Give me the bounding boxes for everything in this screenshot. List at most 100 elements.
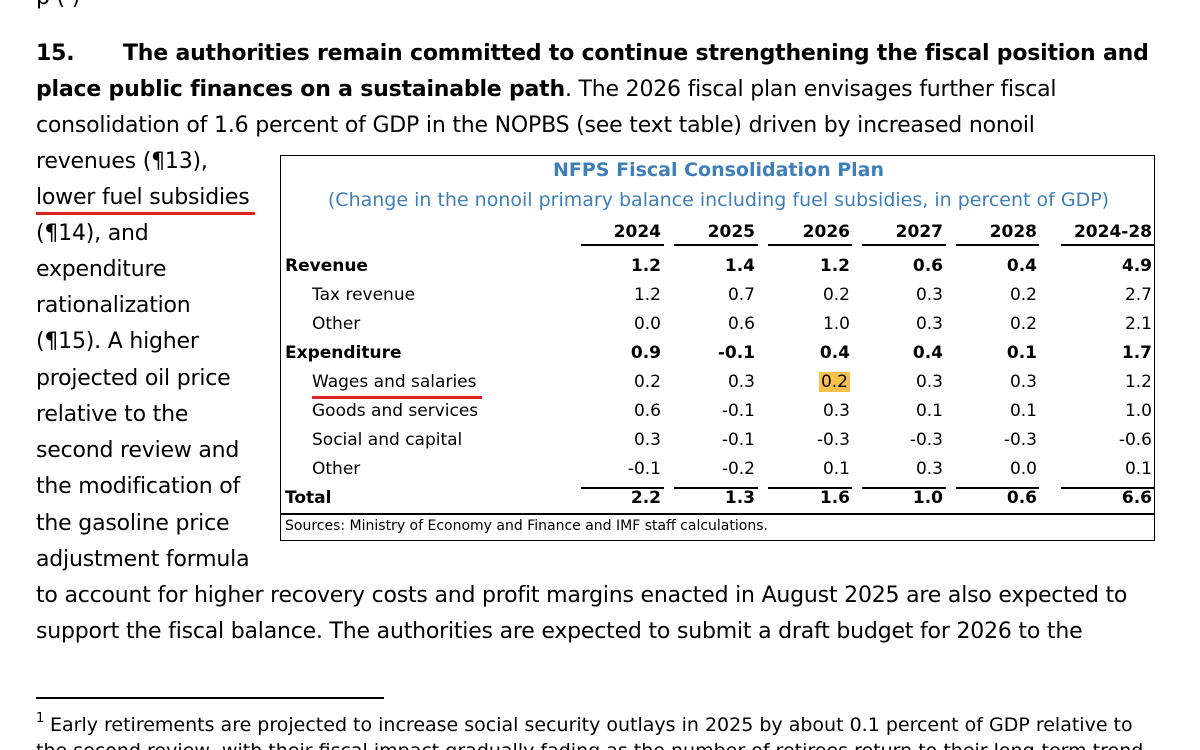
cell-value: 0.3 (822, 401, 850, 421)
wrapped-line: second review and (36, 438, 240, 463)
column-header: 2028 (989, 222, 1037, 242)
cell-value: 1.6 (819, 488, 850, 508)
table-cell: 1.0 (1125, 401, 1152, 421)
cell-value: 1.2 (1124, 372, 1152, 392)
paragraph-line-after-table-2: support the fiscal balance. The authorit… (36, 619, 1083, 644)
table-cell: 0.3 (728, 372, 755, 392)
cell-value: 0.9 (630, 343, 661, 363)
cell-value: -0.2 (721, 459, 755, 479)
table-title: NFPS Fiscal Consolidation Plan (552, 159, 885, 181)
table-cell: -0.1 (722, 401, 755, 421)
table-cell: 0.2 (1010, 285, 1037, 305)
cell-value: 0.4 (912, 343, 943, 363)
cell-value: 1.4 (724, 256, 755, 276)
header-rule (1061, 244, 1154, 246)
cell-value: 0.3 (915, 372, 943, 392)
table-cell: -0.2 (722, 459, 755, 479)
table-cell: 0.6 (728, 314, 755, 334)
header-rule (862, 244, 946, 246)
wrapped-line: adjustment formula (36, 547, 250, 572)
footnote-separator (36, 697, 384, 699)
wrapped-line-fuel-subsidies: lower fuel subsidies (36, 185, 250, 210)
cell-value: 0.2 (1009, 314, 1037, 334)
table-cell: 0.3 (916, 314, 943, 334)
cell-value: 0.1 (1009, 401, 1037, 421)
column-header: 2026 (802, 222, 850, 242)
cell-value: 0.1 (1006, 343, 1037, 363)
cell-value: 0.3 (915, 285, 943, 305)
cell-value: 0.0 (633, 314, 661, 334)
cell-value: 2.7 (1124, 285, 1152, 305)
cell-value: 1.3 (724, 488, 755, 508)
table-cell: 0.3 (916, 459, 943, 479)
paragraph-line2: place public finances on a sustainable p… (36, 77, 1057, 102)
table-cell: 0.2 (823, 285, 850, 305)
table-cell: -0.3 (817, 430, 850, 450)
cell-value: 0.2 (822, 285, 850, 305)
table-cell: 1.2 (1125, 372, 1152, 392)
cell-value: 1.7 (1121, 343, 1152, 363)
footnote-line1: Early retirements are projected to incre… (50, 714, 1133, 736)
table-cell: 0.0 (634, 314, 661, 334)
fiscal-consolidation-table: NFPS Fiscal Consolidation Plan (Change i… (280, 155, 1155, 541)
table-cell: -0.1 (722, 430, 755, 450)
table-cell: 0.3 (916, 285, 943, 305)
header-rule (956, 244, 1039, 246)
table-cell: 1.2 (631, 256, 661, 276)
cell-value: 0.2 (633, 372, 661, 392)
table-cell: 0.4 (820, 343, 850, 363)
header-rule (674, 244, 758, 246)
paragraph-lead-line2: place public finances on a sustainable p… (36, 77, 565, 102)
footnote-marker: 1 (36, 711, 45, 726)
sources-rule (281, 513, 1154, 515)
table-cell: 0.1 (1007, 343, 1037, 363)
cell-value: 0.3 (915, 314, 943, 334)
row-label: Expenditure (285, 343, 402, 363)
wrapped-line: (¶15). A higher (36, 329, 199, 354)
wrapped-line: expenditure (36, 257, 167, 282)
column-header: 2027 (895, 222, 943, 242)
cell-value: 2.1 (1124, 314, 1152, 334)
total-rule (1061, 487, 1154, 489)
table-cell: 0.2 (818, 372, 850, 392)
row-label: Other (312, 459, 361, 479)
footnote-line2: the second review, with their fiscal imp… (36, 740, 1143, 750)
cell-value: 0.0 (1009, 459, 1037, 479)
paragraph-line2-rest: . The 2026 fiscal plan envisages further… (564, 77, 1057, 102)
table-cell: 0.9 (631, 343, 661, 363)
table-cell: 1.6 (820, 488, 850, 508)
table-cell: -0.1 (628, 459, 661, 479)
table-sources-note: Sources: Ministry of Economy and Finance… (285, 518, 768, 534)
table-cell: 0.2 (1010, 314, 1037, 334)
table-cell: 4.9 (1122, 256, 1152, 276)
cell-value: -0.1 (721, 430, 755, 450)
paragraph-lead-line1: The authorities remain committed to cont… (123, 41, 1149, 66)
red-underline-annotation (312, 396, 482, 399)
table-cell: 2.2 (631, 488, 661, 508)
cell-value: 0.3 (1009, 372, 1037, 392)
cell-value: 1.2 (633, 285, 661, 305)
cell-value: 0.2 (1009, 285, 1037, 305)
table-cell: -0.6 (1119, 430, 1152, 450)
table-cell: 0.2 (634, 372, 661, 392)
wrapped-line: the modification of (36, 474, 241, 499)
table-cell: -0.3 (1004, 430, 1037, 450)
cell-value: 0.6 (727, 314, 755, 334)
cell-value: -0.3 (816, 430, 850, 450)
wrapped-line: relative to the (36, 402, 189, 427)
cell-value: -0.6 (1118, 430, 1152, 450)
header-rule (581, 244, 664, 246)
total-rule (581, 487, 664, 489)
highlighted-cell-value: 0.2 (818, 372, 850, 392)
row-label: Total (285, 488, 332, 508)
cell-value: -0.1 (627, 459, 661, 479)
table-cell: -0.3 (910, 430, 943, 450)
table-cell: 0.4 (1007, 256, 1037, 276)
cell-value: 0.7 (727, 285, 755, 305)
cell-value: 0.6 (633, 401, 661, 421)
table-cell: 0.7 (728, 285, 755, 305)
cell-value: 0.1 (1124, 459, 1152, 479)
cell-value: 0.3 (633, 430, 661, 450)
cell-value: 0.1 (822, 459, 850, 479)
